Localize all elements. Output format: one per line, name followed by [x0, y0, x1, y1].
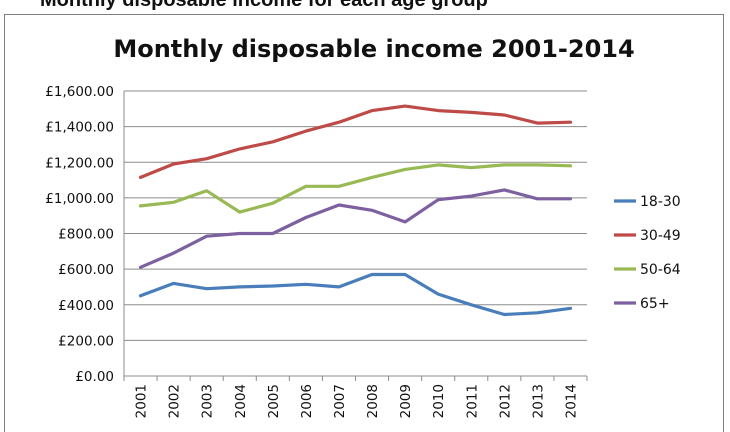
y-tick-label: £1,200.00	[45, 155, 114, 171]
series-line-65-	[138, 188, 573, 269]
legend: 18-30 30-49 50-64 65+	[614, 194, 681, 312]
y-axis-tick-labels: £0.00 £200.00 £400.00 £600.00 £800.00 £1,000.…	[45, 84, 114, 385]
x-tick-label: 2003	[200, 384, 216, 418]
series-line-50-64	[138, 163, 573, 214]
legend-label-50-64: 50-64	[640, 262, 681, 278]
legend-label-18-30: 18-30	[640, 194, 681, 210]
x-tick-label: 2008	[365, 384, 381, 418]
x-tick-label: 2001	[134, 384, 150, 418]
x-tick-label: 2009	[398, 384, 414, 418]
y-tick-label: £600.00	[58, 262, 114, 278]
x-axis-tick-labels: 2001 2002 2003 2004 2005 2006 2007 2008 2009 2010…	[134, 384, 580, 418]
y-tick-label: £200.00	[58, 333, 114, 349]
axes	[123, 91, 588, 381]
x-tick-label: 2014	[563, 384, 579, 418]
y-tick-label: £1,400.00	[45, 120, 114, 136]
series-line-18-30	[138, 272, 573, 317]
x-tick-label: 2006	[299, 384, 315, 418]
y-tick-label: £400.00	[58, 298, 114, 314]
x-tick-label: 2004	[233, 384, 249, 418]
cropped-heading: Monthly disposable income for each age g…	[0, 0, 730, 14]
series-lines	[138, 104, 573, 317]
legend-label-30-49: 30-49	[640, 228, 681, 244]
x-tick-label: 2011	[464, 384, 480, 418]
series-line-30-49	[138, 104, 573, 179]
cropped-heading-text: Monthly disposable income for each age g…	[40, 0, 488, 11]
x-tick-label: 2005	[266, 384, 282, 418]
chart-title: Monthly disposable income 2001-2014	[113, 35, 634, 63]
x-tick-label: 2012	[497, 384, 513, 418]
x-tick-label: 2007	[332, 384, 348, 418]
y-tick-label: £1,600.00	[45, 84, 114, 100]
x-tick-label: 2013	[530, 384, 546, 418]
x-tick-label: 2010	[431, 384, 447, 418]
y-tick-label: £800.00	[58, 227, 114, 243]
x-tick-label: 2002	[167, 384, 183, 418]
y-tick-label: £1,000.00	[45, 191, 114, 207]
gridlines	[124, 90, 587, 341]
legend-label-65-: 65+	[640, 296, 670, 312]
y-tick-label: £0.00	[75, 369, 114, 385]
